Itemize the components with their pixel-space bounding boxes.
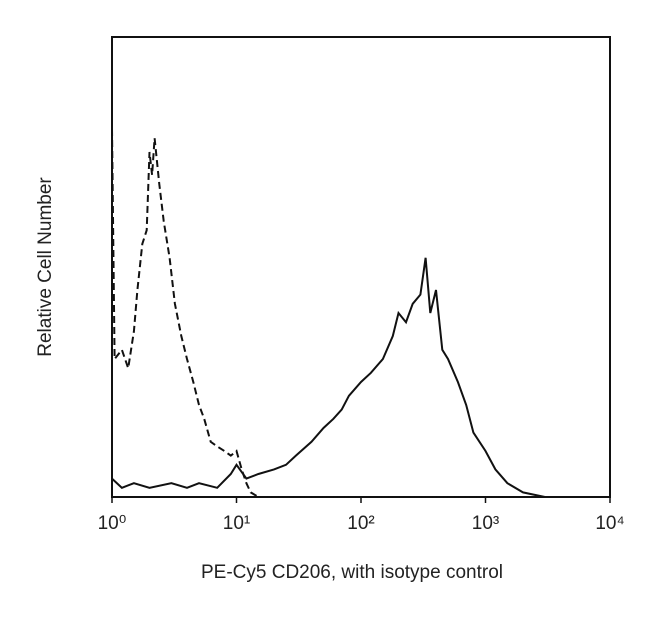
x-tick-label: 10¹ <box>223 513 250 534</box>
plot-frame <box>111 36 611 498</box>
x-axis-label: PE-Cy5 CD206, with isotype control <box>201 562 503 583</box>
y-axis-label: Relative Cell Number <box>35 177 56 357</box>
x-tick-label: 10³ <box>472 513 499 534</box>
x-tick-label: 10² <box>347 513 374 534</box>
isotype-line <box>111 128 610 498</box>
x-tick-label: 10⁴ <box>595 513 624 534</box>
stained-line <box>111 257 610 498</box>
x-tick-label: 10⁰ <box>98 513 127 534</box>
